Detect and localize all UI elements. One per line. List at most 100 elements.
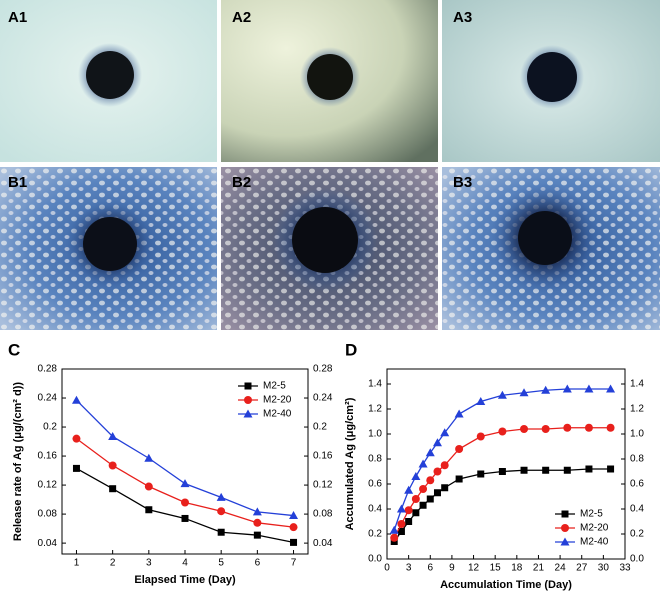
marker <box>520 425 529 433</box>
marker <box>404 485 414 494</box>
legend-label: M2-20 <box>580 523 609 534</box>
marker <box>419 501 427 509</box>
marker <box>585 465 593 473</box>
marker <box>145 506 153 514</box>
legend-label: M2-40 <box>263 409 292 420</box>
marker <box>476 432 485 441</box>
x-tick-label: 6 <box>255 558 261 569</box>
x-tick-label: 4 <box>182 558 188 569</box>
marker <box>397 528 405 535</box>
y2-tick-label: 0.08 <box>313 509 333 520</box>
y2-tick-label: 0.16 <box>313 451 333 462</box>
marker <box>432 438 442 447</box>
marker <box>426 495 434 503</box>
marker <box>454 409 464 418</box>
chart: D0 3 6 9 12 15 18 21 24 27 30 330.00.20.40.60.81.01… <box>344 340 644 590</box>
marker <box>72 464 80 472</box>
x-tick-label: 24 <box>555 563 567 574</box>
x-axis-label: Accumulation Time (Day) <box>440 579 572 591</box>
marker <box>216 492 226 501</box>
marker <box>217 507 226 516</box>
marker <box>109 485 117 493</box>
y2-tick-label: 0.6 <box>630 479 644 490</box>
marker <box>418 459 428 468</box>
panel-label: A1 <box>8 9 27 26</box>
y2-tick-label: 0.24 <box>313 393 333 404</box>
marker <box>144 453 154 462</box>
x-axis-label: Elapsed Time (Day) <box>134 574 236 586</box>
marker <box>440 428 450 437</box>
marker <box>181 498 189 507</box>
marker <box>144 482 153 491</box>
marker <box>519 388 529 397</box>
marker <box>404 506 413 515</box>
y-tick-label: 0.2 <box>368 529 382 540</box>
marker <box>455 445 464 453</box>
marker <box>252 507 262 516</box>
legend-marker <box>561 524 569 532</box>
marker <box>440 461 449 470</box>
marker <box>498 427 507 436</box>
marker <box>217 528 225 536</box>
photo-b1 <box>0 167 217 330</box>
marker <box>498 468 506 475</box>
marker <box>477 470 485 478</box>
legend-marker <box>243 409 253 418</box>
marker <box>433 489 441 497</box>
x-tick-label: 3 <box>406 563 412 574</box>
marker <box>253 518 262 527</box>
marker <box>412 509 420 517</box>
marker <box>542 466 550 474</box>
x-tick-label: 27 <box>576 563 588 574</box>
y2-tick-label: 0.0 <box>630 554 644 565</box>
marker <box>389 525 399 534</box>
marker <box>397 520 406 528</box>
panel-label: B3 <box>453 174 472 191</box>
legend-marker <box>561 510 569 518</box>
series-line <box>393 388 611 531</box>
legend-marker <box>244 382 252 390</box>
y-tick-label: 0.12 <box>38 480 58 491</box>
y-axis-label: Accumulated Ag (μg/cm²) <box>344 397 356 530</box>
y2-tick-label: 1.4 <box>630 379 644 390</box>
marker <box>425 448 435 457</box>
y-axis-label: Release rate of Ag (μg/(cm² d)) <box>12 382 24 541</box>
legend-label: M2-5 <box>580 509 603 520</box>
panel-label: D <box>345 340 357 359</box>
y-tick-label: 0.04 <box>38 538 58 549</box>
marker <box>290 538 298 546</box>
y2-tick-label: 0.4 <box>630 504 644 515</box>
y-tick-label: 0.4 <box>368 504 382 515</box>
marker <box>411 472 421 480</box>
marker <box>180 479 190 488</box>
x-tick-label: 33 <box>619 563 631 574</box>
marker <box>497 390 507 399</box>
y-tick-label: 0.16 <box>38 451 58 462</box>
y2-tick-label: 1.0 <box>630 429 644 440</box>
marker <box>108 461 117 470</box>
x-tick-label: 18 <box>511 563 523 574</box>
y2-tick-label: 0.8 <box>630 454 644 465</box>
y-tick-label: 0.28 <box>38 364 58 375</box>
marker <box>71 395 81 404</box>
photo-a2 <box>221 0 438 162</box>
y2-tick-label: 0.2 <box>313 422 327 433</box>
x-tick-label: 7 <box>291 558 297 569</box>
legend-label: M2-40 <box>580 537 609 548</box>
y-tick-label: 0.08 <box>38 509 58 520</box>
marker <box>433 467 442 476</box>
y2-tick-label: 0.28 <box>313 364 333 375</box>
marker <box>563 423 572 432</box>
marker <box>606 423 615 432</box>
legend-marker <box>560 537 570 546</box>
series-line <box>393 468 611 542</box>
marker <box>541 425 550 433</box>
marker <box>289 523 298 532</box>
marker <box>584 384 594 393</box>
y2-tick-label: 1.2 <box>630 404 644 415</box>
x-tick-label: 0 <box>384 563 390 574</box>
y-tick-label: 1.2 <box>368 404 382 415</box>
panel-label: B2 <box>232 174 251 191</box>
